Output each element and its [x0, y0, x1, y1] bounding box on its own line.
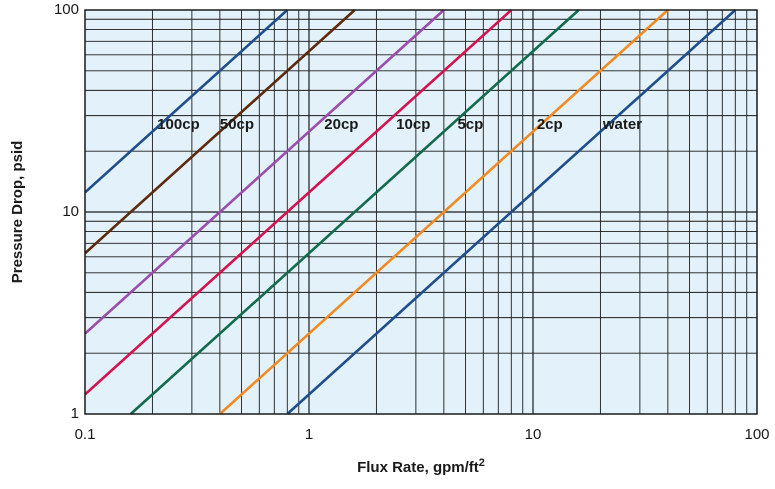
series-label-10cp: 10cp [396, 116, 430, 133]
x-axis-title-text: Flux Rate, gpm/ft [357, 459, 479, 476]
series-label-water: water [602, 116, 642, 133]
series-label-2cp: 2cp [537, 116, 563, 133]
y-tick-labels: 1 10 100 [54, 1, 79, 422]
x-tick-label: 100 [744, 426, 769, 443]
plot-frame [84, 9, 758, 415]
x-tick-label: 0.1 [75, 426, 96, 443]
series-line-2cp [218, 9, 669, 415]
y-tick-label: 10 [62, 203, 79, 220]
x-tick-label: 1 [305, 426, 313, 443]
x-tick-label: 10 [525, 426, 542, 443]
series-line-5cp [129, 9, 580, 415]
series-lines [84, 9, 737, 415]
series-labels: 100cp 50cp 20cp 10cp 5cp 2cp water [157, 116, 642, 133]
y-tick-label: 100 [54, 1, 79, 18]
series-label-5cp: 5cp [457, 116, 483, 133]
series-line-water [286, 9, 737, 415]
series-line-20cp [84, 9, 445, 335]
y-tick-label: 1 [71, 405, 79, 422]
x-axis-title: Flux Rate, gpm/ft2 [357, 457, 485, 476]
x-axis-title-superscript: 2 [479, 457, 485, 469]
series-line-100cp [84, 9, 289, 194]
series-label-50cp: 50cp [220, 116, 254, 133]
series-label-20cp: 20cp [324, 116, 358, 133]
y-axis-title: Pressure Drop, psid [9, 141, 26, 284]
series-label-100cp: 100cp [157, 116, 200, 133]
series-line-10cp [84, 9, 513, 396]
grid-lines [85, 10, 757, 414]
x-tick-labels: 0.1 1 10 100 [75, 426, 770, 443]
series-line-50cp [84, 9, 356, 255]
